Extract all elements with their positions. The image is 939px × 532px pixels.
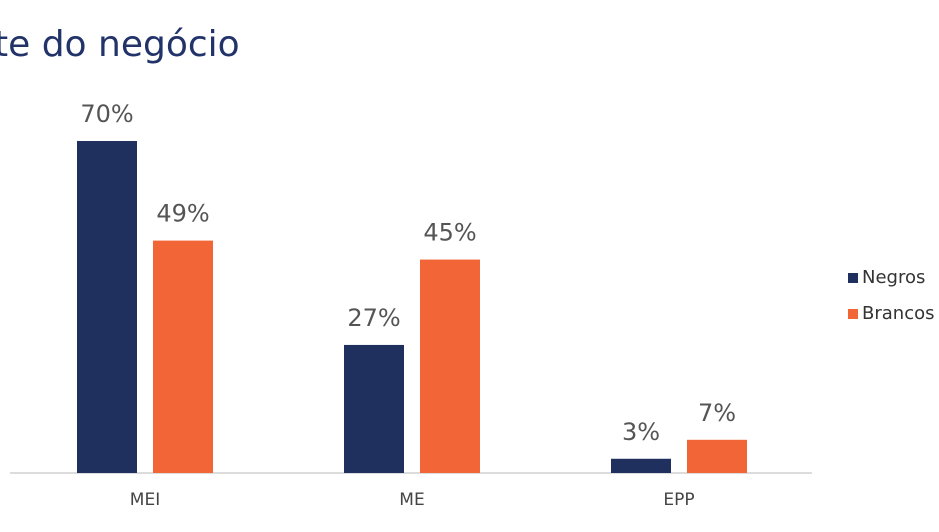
- bar: [687, 439, 747, 473]
- legend-label: Negros: [862, 267, 925, 288]
- legend-label: Brancos: [862, 303, 934, 324]
- chart-title: te do negócio: [0, 24, 240, 65]
- bar: [77, 140, 137, 474]
- bar: [153, 240, 213, 473]
- data-label: 45%: [423, 219, 476, 247]
- bar: [611, 458, 671, 473]
- legend-swatch: [848, 309, 858, 319]
- legend-swatch: [848, 273, 858, 283]
- data-label: 49%: [156, 200, 209, 228]
- data-label: 70%: [80, 100, 133, 128]
- x-tick-label: EPP: [663, 490, 694, 510]
- bar: [420, 259, 480, 473]
- bar: [344, 344, 404, 473]
- x-tick-label: ME: [399, 490, 424, 510]
- data-label: 7%: [698, 399, 736, 427]
- data-label: 27%: [347, 304, 400, 332]
- data-label: 3%: [622, 418, 660, 446]
- x-tick-label: MEI: [130, 490, 160, 510]
